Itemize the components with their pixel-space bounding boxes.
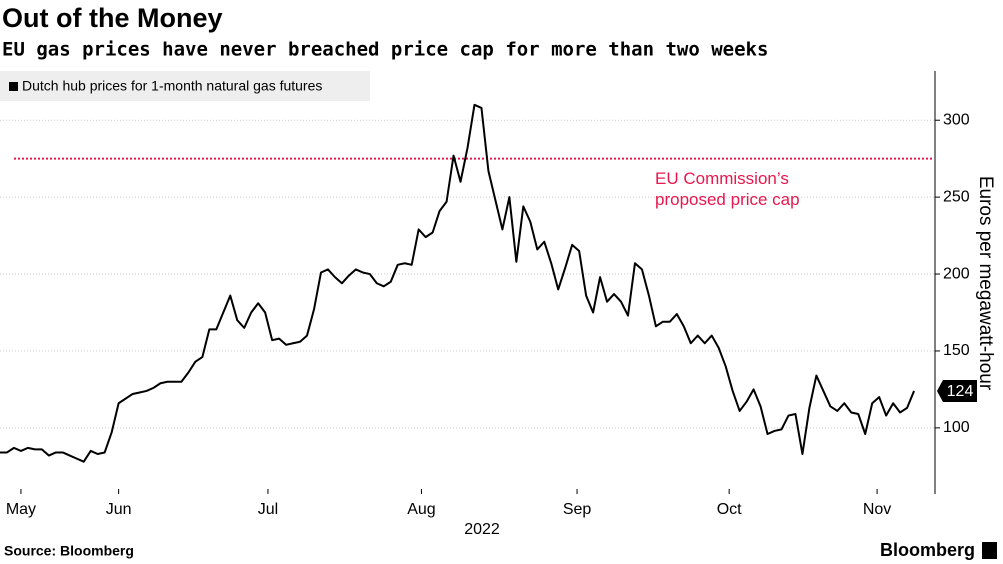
x-tick-label: Aug [407, 501, 435, 518]
annotation: proposed price cap [655, 190, 800, 209]
x-tick-label: Sep [563, 501, 592, 518]
line [0, 103, 915, 463]
last-value-tag: 124 [937, 379, 977, 402]
source: Source: Bloomberg [4, 543, 134, 559]
last-value-box [937, 379, 977, 402]
brand-icon [982, 542, 997, 559]
chart-title: Out of the Money [2, 3, 222, 33]
x-tick-label: Jul [258, 501, 278, 518]
y-tick-label: 100 [943, 419, 970, 436]
x-tick-label: Oct [717, 501, 742, 518]
x-tick-label: May [6, 501, 36, 518]
x-tick-label: Nov [863, 501, 891, 518]
annotation: EU Commission’s [655, 169, 789, 188]
y-tick-label: 300 [943, 111, 970, 128]
chart-subtitle: EU gas prices have never breached price … [2, 39, 768, 61]
brand: Bloomberg [880, 540, 975, 560]
y-tick-label: 200 [943, 265, 970, 282]
y-axis-title: Euros per megawatt-hour [975, 176, 996, 391]
x-tick-label: Jun [106, 501, 132, 518]
legend-swatch [9, 82, 18, 91]
x-axis-label: 2022 [464, 521, 500, 538]
last-value-label: 124 [947, 383, 974, 400]
legend-label: Dutch hub prices for 1-month natural gas… [22, 78, 322, 94]
y-tick-label: 250 [943, 188, 970, 205]
y-tick-label: 150 [943, 342, 970, 359]
legend-box [0, 71, 370, 101]
